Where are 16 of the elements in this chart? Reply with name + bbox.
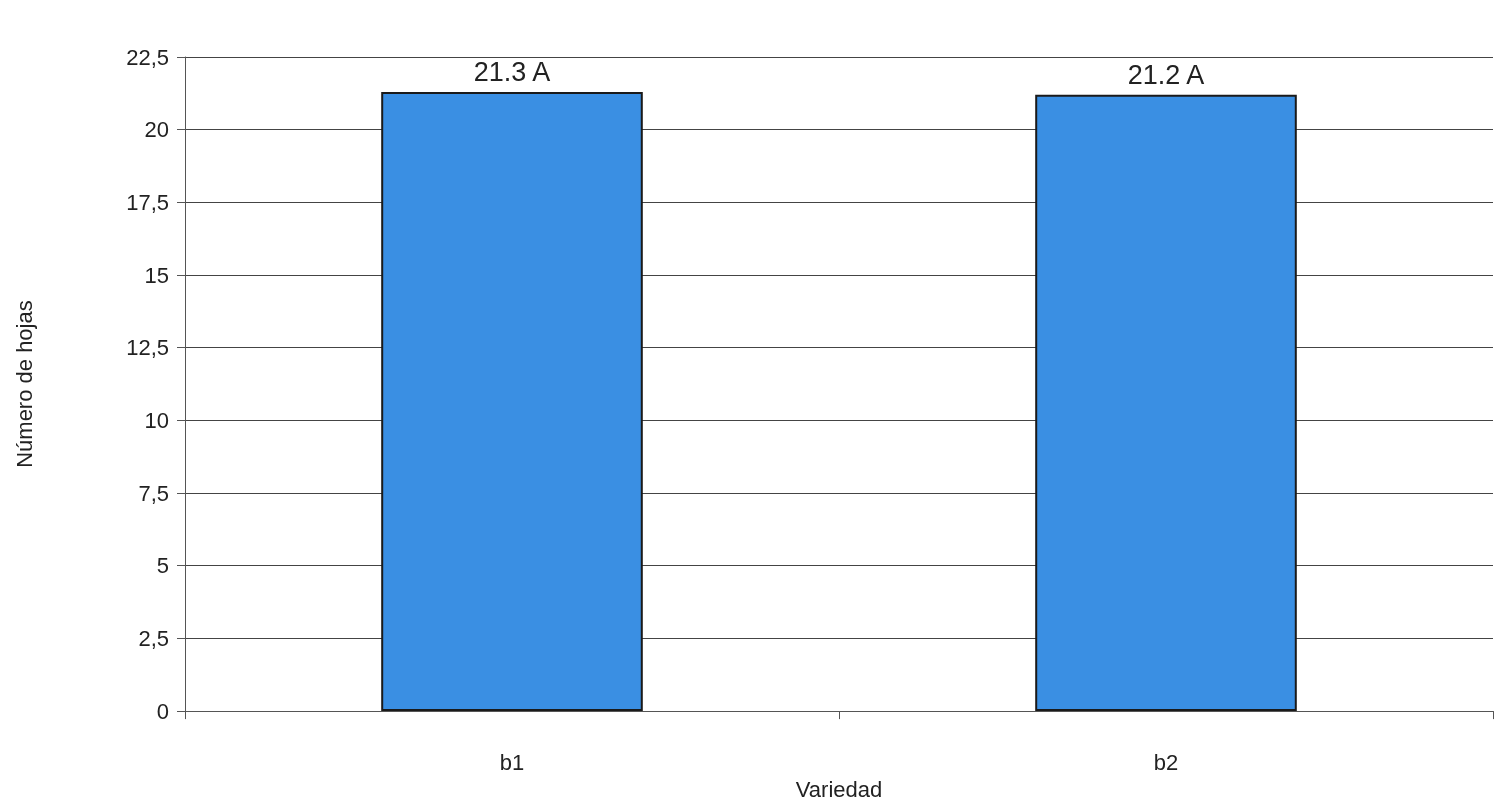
y-tick-label: 10 bbox=[144, 407, 169, 433]
x-tick-label: b1 bbox=[499, 749, 525, 775]
y-tick-label: 17,5 bbox=[126, 189, 169, 215]
y-axis-title: Número de hojas bbox=[11, 300, 37, 468]
y-tick-label: 15 bbox=[144, 262, 169, 288]
y-tick-label: 20 bbox=[144, 117, 169, 143]
data-label: 21.3 A bbox=[473, 57, 551, 88]
data-label: 21.2 A bbox=[1127, 60, 1205, 91]
y-tick-label: 22,5 bbox=[126, 44, 169, 70]
x-axis-title: Variedad bbox=[795, 776, 883, 802]
y-tick-label: 0 bbox=[156, 698, 169, 724]
y-tick-label: 12,5 bbox=[126, 335, 169, 361]
y-tick-label: 5 bbox=[156, 553, 169, 579]
x-tick-label: b2 bbox=[1153, 749, 1179, 775]
y-tick-label: 7,5 bbox=[138, 480, 169, 506]
y-tick-label: 2,5 bbox=[138, 625, 169, 651]
